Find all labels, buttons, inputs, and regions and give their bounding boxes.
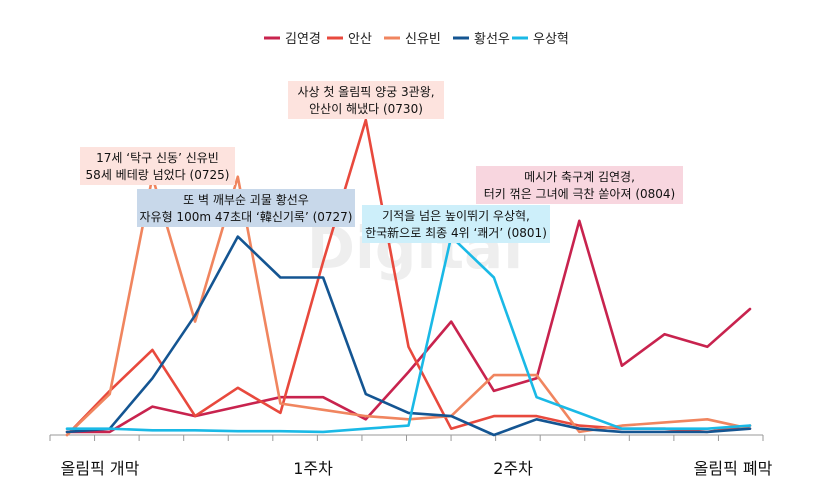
- legend-label: 우상혁: [533, 32, 569, 47]
- series-line: [65, 235, 752, 434]
- annotation-box: [362, 205, 550, 243]
- legend-item: 황선우: [453, 32, 510, 47]
- x-tick-label: 올림픽 폐막: [694, 459, 773, 478]
- legend-label: 안산: [348, 32, 372, 47]
- legend-item: 안산: [327, 32, 372, 47]
- annotation-box: [476, 166, 683, 204]
- annotation-text: 안산이 해냈다 (0730): [309, 102, 423, 116]
- legend-item: 우상혁: [512, 32, 569, 47]
- x-tick-label: 1주차: [293, 459, 333, 478]
- annotation-text: 자유형 100m 47초대 ‘韓신기록’ (0727): [140, 210, 353, 224]
- x-tick-label: 올림픽 개막: [61, 459, 140, 478]
- annotation-text: 17세 ‘탁구 신동’ 신유빈: [96, 151, 219, 165]
- annotation-kimyeongyeong: 메시가 축구계 김연경, 터키 꺾은 그녀에 극찬 쏟아져 (0804): [476, 166, 683, 204]
- legend-item: 신유빈: [384, 32, 441, 47]
- annotation-box: [137, 189, 355, 227]
- annotation-ansan: 사상 첫 올림픽 양궁 3관왕, 안산이 해냈다 (0730): [288, 81, 444, 119]
- annotation-wusanghyeok: 기적을 넘은 높이뛰기 우상혁, 한국新으로 최종 4위 ‘쾌거’ (0801): [362, 205, 550, 243]
- series-line: [65, 235, 752, 437]
- series-layer: [65, 118, 752, 437]
- x-tick-label: 2주차: [493, 459, 533, 478]
- legend-label: 신유빈: [405, 32, 441, 47]
- annotation-text: 메시가 축구계 김연경,: [524, 170, 635, 184]
- annotation-text: 사상 첫 올림픽 양궁 3관왕,: [297, 85, 434, 99]
- legend-label: 김연경: [285, 32, 321, 47]
- annotation-sinyubin: 17세 ‘탁구 신동’ 신유빈 58세 베테랑 넘었다 (0725): [80, 147, 235, 185]
- annotation-box: [288, 81, 444, 119]
- legend-item: 김연경: [264, 32, 321, 47]
- annotation-text: 한국新으로 최종 4위 ‘쾌거’ (0801): [365, 225, 547, 240]
- annotation-text: 또 벽 깨부순 괴물 황선우: [183, 193, 309, 207]
- series-line: [65, 175, 752, 437]
- annotation-layer: 17세 ‘탁구 신동’ 신유빈 58세 베테랑 넘었다 (0725) 또 벽 깨부순…: [80, 81, 683, 243]
- annotation-box: [80, 147, 235, 185]
- annotation-text: 기적을 넘은 높이뛰기 우상혁,: [382, 209, 530, 223]
- annotation-text: 58세 베테랑 넘었다 (0725): [86, 168, 230, 182]
- legend-label: 황선우: [474, 32, 510, 47]
- annotation-text: 터키 꺾은 그녀에 극찬 쏟아져 (0804): [484, 186, 675, 201]
- series-line: [65, 219, 752, 434]
- x-axis: 올림픽 개막 1주차 2주차 올림픽 폐막: [49, 434, 773, 478]
- legend: 김연경 안산 신유빈 황선우 우상혁: [264, 32, 569, 47]
